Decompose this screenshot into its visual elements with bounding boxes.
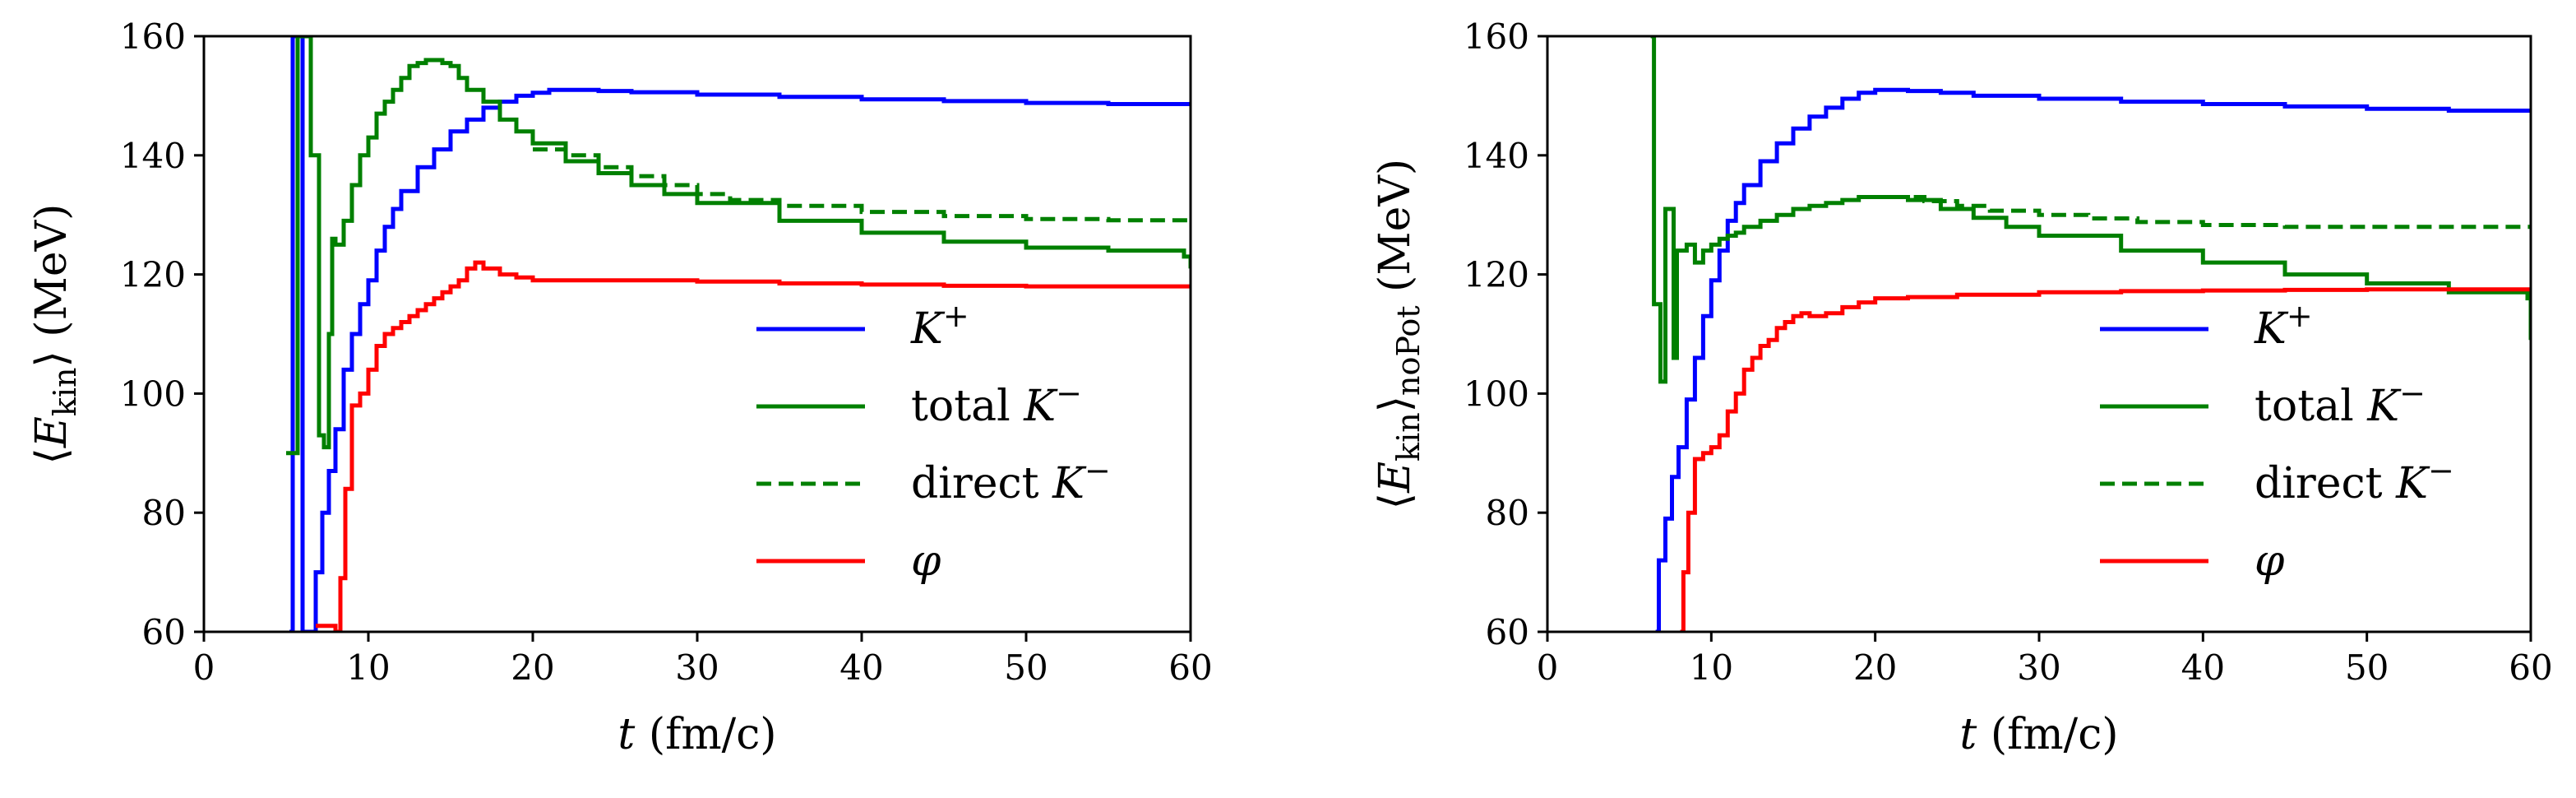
legend-label-0: K+ [2254, 298, 2313, 354]
y-axis-label: ⟨Ekin⟩ (MeV) [27, 204, 83, 465]
y-tick-label: 120 [120, 255, 186, 295]
legend-label-1: total K− [911, 375, 1082, 431]
chart-panel-right: 0 10 20 30 40 50 60 60 80 100 120 140 160 t (fm/c) ⟨Ek… [1371, 16, 2553, 759]
x-tick-label: 40 [839, 647, 883, 688]
y-tick-label: 60 [142, 612, 186, 652]
series-line-0 [1655, 87, 2531, 632]
y-tick-label: 160 [120, 16, 186, 57]
x-tick-label: 20 [1853, 647, 1897, 688]
x-tick-label: 0 [193, 647, 215, 688]
y-tick-label: 80 [1486, 493, 1529, 533]
x-axis-label: t (fm/c) [1959, 710, 2118, 759]
x-tick-label: 60 [2509, 647, 2552, 688]
series-group [286, 36, 1191, 632]
legend-label-2: direct K− [911, 452, 1111, 508]
y-tick-label: 80 [142, 493, 186, 533]
series-line-3 [1680, 287, 2531, 632]
legend-label-3: φ [911, 536, 941, 586]
y-axis-label: ⟨Ekin⟩noPot (MeV) [1371, 159, 1427, 509]
legend-label-3: φ [2255, 536, 2285, 586]
y-tick-label: 60 [1486, 612, 1529, 652]
x-axis-label: t (fm/c) [617, 710, 776, 759]
x-tick-label: 20 [511, 647, 554, 688]
legend: K+ total K− direct K− φ [2100, 298, 2454, 586]
y-tick-label: 100 [1464, 373, 1529, 414]
series-line-0 [289, 36, 1191, 632]
x-tick-label: 10 [346, 647, 390, 688]
series-line-3 [316, 260, 1191, 632]
y-tick-label: 100 [120, 373, 186, 414]
x-tick-label: 10 [1690, 647, 1733, 688]
series-line-2 [533, 147, 1191, 223]
x-tick-label: 50 [1004, 647, 1048, 688]
x-tick-label: 40 [2181, 647, 2225, 688]
series-line-1 [286, 36, 1191, 456]
x-tick-label: 0 [1537, 647, 1559, 688]
y-tick-label: 160 [1464, 16, 1529, 57]
y-tick-label: 140 [120, 136, 186, 176]
y-tick-label: 120 [1464, 255, 1529, 295]
x-tick-label: 50 [2345, 647, 2389, 688]
chart-panel-left: 0 10 20 30 40 50 60 60 80 100 120 140 160 t (fm/c) ⟨Ek… [27, 16, 1213, 759]
legend-label-2: direct K− [2255, 452, 2454, 508]
plot-frame [1546, 35, 2532, 633]
x-tick-label: 30 [2017, 647, 2060, 688]
legend: K+ total K− direct K− φ [756, 298, 1111, 586]
series-line-1 [1650, 36, 2531, 384]
x-tick-label: 60 [1168, 647, 1212, 688]
series-group [1650, 36, 2531, 632]
legend-label-0: K+ [910, 298, 969, 354]
x-tick-label: 30 [675, 647, 719, 688]
legend-label-1: total K− [2255, 375, 2426, 431]
series-line-2 [1891, 195, 2531, 230]
y-tick-label: 140 [1464, 136, 1529, 176]
